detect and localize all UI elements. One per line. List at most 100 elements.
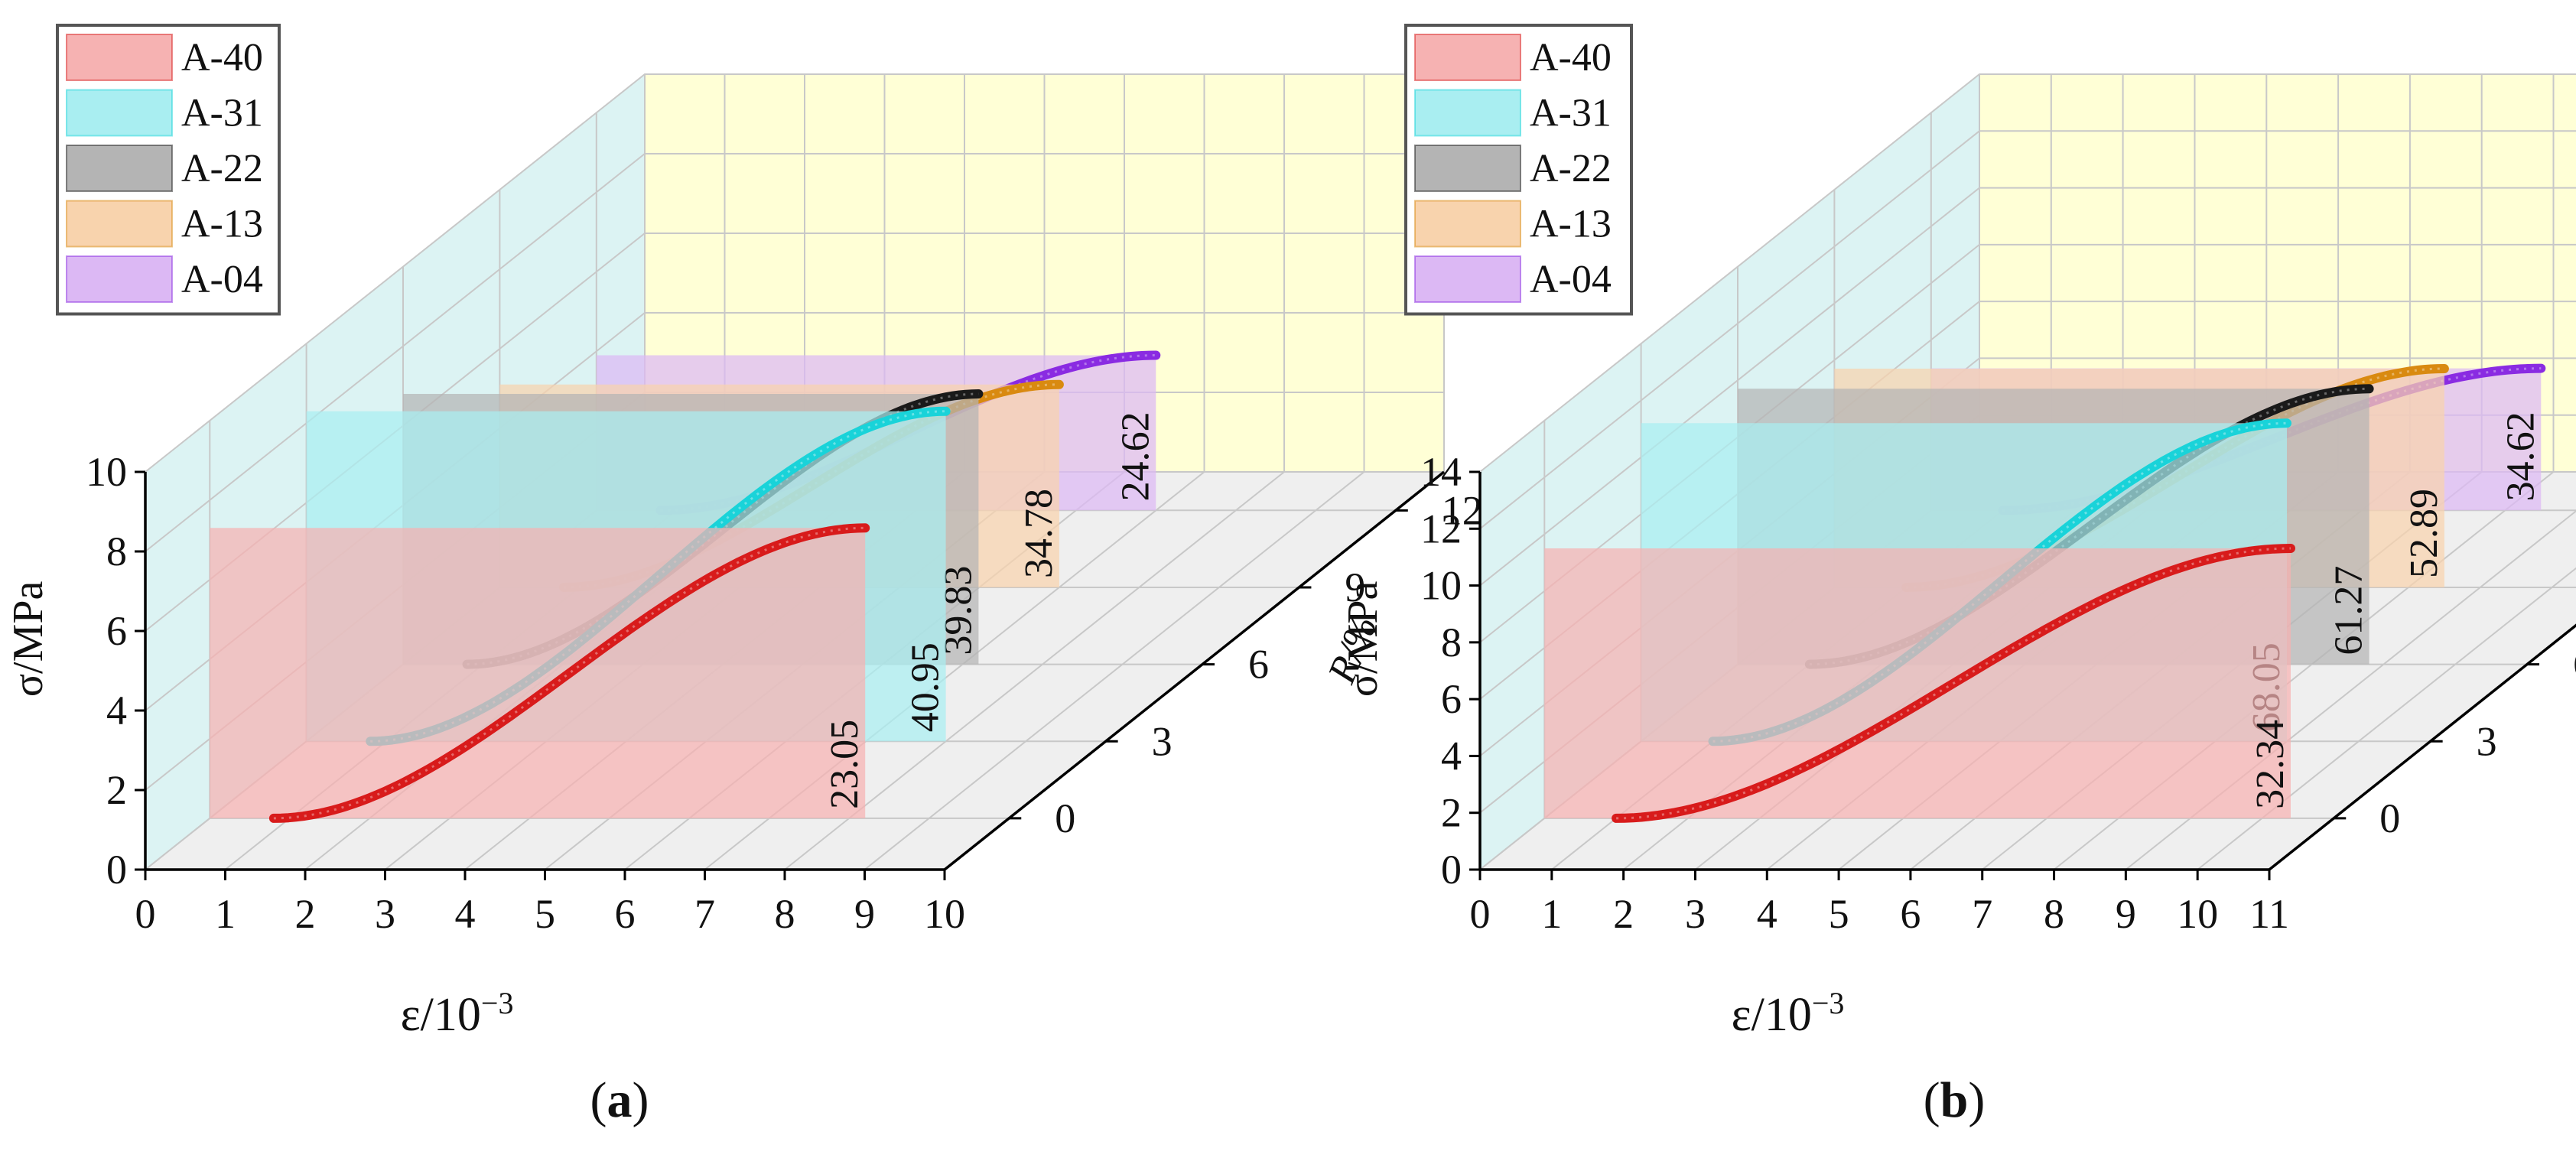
panel-caption-paren: (	[1924, 1072, 1940, 1128]
z-tick-label: 12	[1442, 487, 1483, 533]
legend-swatch-a-31	[1414, 89, 1521, 137]
panel-caption: (a)	[590, 1072, 649, 1128]
x-tick-label: 6	[615, 891, 636, 937]
legend-swatch-a-13	[1414, 200, 1521, 248]
y-tick-label: 2	[106, 767, 127, 813]
legend-label-a-40: A-40	[181, 36, 263, 80]
panel-caption-text: (a)	[590, 1072, 649, 1128]
y-tick-label: 10	[1420, 563, 1462, 609]
x-tick-label: 5	[1829, 891, 1849, 937]
series-fill-a-40	[210, 528, 866, 818]
z-tick-label: 0	[1055, 795, 1075, 841]
x-axis-title-exponent: −3	[1812, 986, 1845, 1020]
y-tick-label: 8	[106, 528, 127, 574]
x-tick-label: 11	[2249, 891, 2289, 937]
panel-caption-paren: (	[590, 1072, 607, 1128]
series-a-40: 23.05	[210, 523, 870, 823]
legend-swatch-a-31	[66, 89, 173, 137]
legend-label-a-40: A-40	[1530, 36, 1612, 80]
series-value-label: 24.62	[1114, 411, 1157, 501]
x-tick-label: 7	[694, 891, 715, 937]
legend-label-a-04: A-04	[181, 258, 263, 301]
panel-caption-text: (b)	[1924, 1072, 1986, 1128]
y-tick-label: 8	[1441, 620, 1462, 665]
z-tick-label: 3	[2477, 718, 2497, 764]
y-tick-label: 10	[86, 449, 127, 495]
y-tick-label: 6	[1441, 676, 1462, 722]
x-tick-label: 6	[1900, 891, 1921, 937]
x-tick-label: 10	[2177, 891, 2218, 937]
y-tick-label: 4	[1441, 733, 1462, 779]
legend-swatch-a-40	[66, 34, 173, 81]
series-line-a-40	[1612, 544, 2295, 823]
legend-label-a-22: A-22	[181, 147, 263, 190]
legend-swatch-a-22	[1414, 145, 1521, 192]
z-axis-line	[2268, 623, 2576, 871]
legend-swatch-a-40	[1414, 34, 1521, 81]
x-tick-label: 8	[775, 891, 795, 937]
x-tick-label: 4	[455, 891, 476, 937]
series-line-texture	[1616, 547, 2291, 820]
legend-swatch-a-22	[66, 145, 173, 192]
gridline-y	[1479, 73, 2576, 473]
y-tick-label: 4	[106, 688, 127, 733]
x-tick-label: 8	[2044, 891, 2064, 937]
x-tick-label: 10	[924, 891, 965, 937]
panel-caption-paren: )	[633, 1072, 649, 1128]
x-tick-label: 9	[2116, 891, 2136, 937]
legend-label-a-13: A-13	[1530, 203, 1612, 246]
x-axis-title-exponent: −3	[481, 986, 514, 1020]
legend-swatch-a-13	[66, 200, 173, 248]
z-tick-label: 0	[2379, 795, 2400, 841]
gridline-x	[2125, 510, 2576, 870]
x-tick-label: 1	[215, 891, 236, 937]
x-axis-title-text: ε/10	[401, 989, 481, 1041]
panel-caption-paren: )	[1968, 1072, 1985, 1128]
z-tick-label: 6	[1248, 642, 1269, 688]
y-axis-title: σ/MPa	[1339, 580, 1387, 697]
y-tick-label: 14	[1420, 449, 1462, 495]
x-axis-title-text: ε/10	[1732, 989, 1812, 1041]
series-a-40: 32.34	[1544, 544, 2295, 823]
legend-swatch-a-04	[1414, 255, 1521, 303]
series-value-label: 61.27	[2327, 566, 2371, 655]
panel-caption: (b)	[1924, 1072, 1986, 1128]
series-fill-a-40	[1544, 548, 2291, 818]
series-value-label: 34.62	[2499, 411, 2542, 501]
x-tick-label: 2	[1613, 891, 1634, 937]
legend-swatch-a-04	[66, 255, 173, 303]
series-value-label: 32.34	[2249, 720, 2292, 809]
series-value-label: 34.78	[1017, 489, 1061, 578]
x-tick-label: 3	[375, 891, 395, 937]
x-tick-label: 2	[295, 891, 316, 937]
z-tick-label: 9	[1345, 564, 1365, 610]
series-value-label: 52.89	[2402, 489, 2446, 578]
x-tick-label: 3	[1685, 891, 1706, 937]
legend: A-40 A-31 A-22 A-13 A-04	[56, 24, 281, 316]
legend-label-a-13: A-13	[181, 203, 263, 246]
legend: A-40 A-31 A-22 A-13 A-04	[1404, 24, 1633, 316]
y-tick-label: 2	[1441, 790, 1462, 836]
x-tick-label: 5	[535, 891, 555, 937]
x-tick-label: 4	[1757, 891, 1778, 937]
y-tick-label: 6	[106, 608, 127, 654]
legend-label-a-04: A-04	[1530, 258, 1612, 301]
gridline-y	[1479, 130, 2576, 530]
x-axis-title: ε/10−3	[401, 986, 514, 1042]
series-value-label: 23.05	[823, 720, 867, 809]
legend-label-a-22: A-22	[1530, 147, 1612, 190]
legend-label-a-31: A-31	[1530, 92, 1612, 135]
legend-label-a-31: A-31	[181, 92, 263, 135]
y-tick-label: 12	[1420, 506, 1462, 551]
x-tick-label: 0	[135, 891, 156, 937]
panel-caption-letter: b	[1940, 1072, 1969, 1128]
x-tick-label: 1	[1541, 891, 1562, 937]
x-tick-label: 9	[854, 891, 875, 937]
x-axis-title: ε/10−3	[1732, 986, 1845, 1042]
z-tick-label: 3	[1152, 718, 1173, 764]
gridline-y	[145, 73, 1444, 473]
series-line-a-40	[268, 523, 870, 823]
